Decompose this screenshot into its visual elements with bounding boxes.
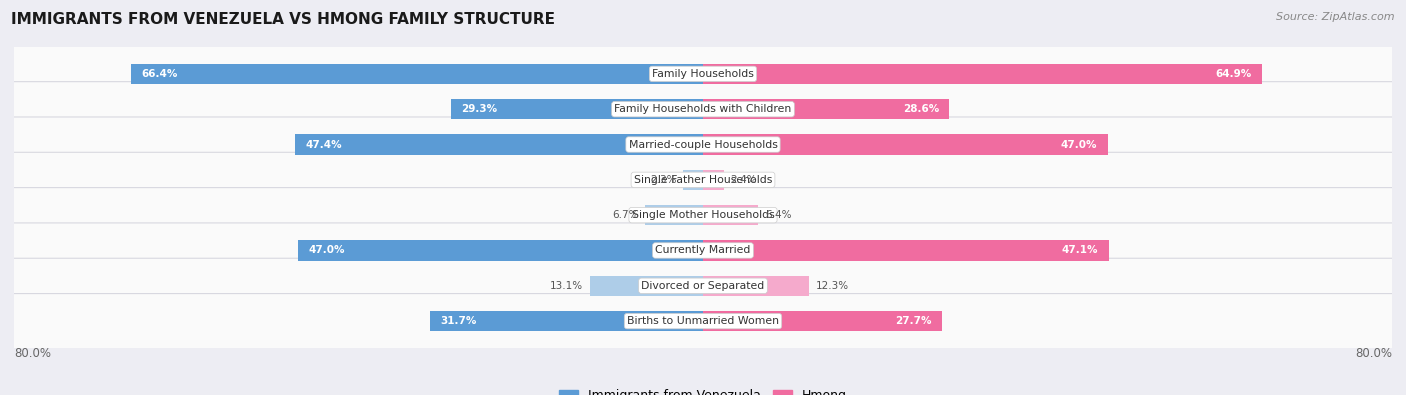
Bar [703,99,949,119]
Bar [298,240,703,261]
Bar [295,134,703,155]
Bar [451,99,703,119]
Text: 6.4%: 6.4% [765,210,792,220]
Text: Family Households: Family Households [652,69,754,79]
Bar [131,64,703,84]
Text: Married-couple Households: Married-couple Households [628,139,778,150]
Bar [703,311,942,331]
Text: Single Mother Households: Single Mother Households [631,210,775,220]
Text: IMMIGRANTS FROM VENEZUELA VS HMONG FAMILY STRUCTURE: IMMIGRANTS FROM VENEZUELA VS HMONG FAMIL… [11,12,555,27]
Text: 2.4%: 2.4% [731,175,756,185]
FancyBboxPatch shape [7,117,1399,172]
Bar [703,64,1263,84]
Text: Family Households with Children: Family Households with Children [614,104,792,114]
Bar [703,169,724,190]
Text: 47.0%: 47.0% [1062,139,1098,150]
Bar [703,240,1108,261]
Text: 31.7%: 31.7% [440,316,477,326]
Text: 2.3%: 2.3% [650,175,676,185]
Text: 80.0%: 80.0% [1355,346,1392,359]
FancyBboxPatch shape [7,293,1399,349]
Text: 12.3%: 12.3% [815,281,849,291]
Bar [430,311,703,331]
Text: 47.0%: 47.0% [308,245,344,256]
Text: 47.4%: 47.4% [305,139,342,150]
Text: 13.1%: 13.1% [550,281,583,291]
Legend: Immigrants from Venezuela, Hmong: Immigrants from Venezuela, Hmong [554,384,852,395]
FancyBboxPatch shape [7,223,1399,278]
Text: Divorced or Separated: Divorced or Separated [641,281,765,291]
Text: 28.6%: 28.6% [903,104,939,114]
Text: Source: ZipAtlas.com: Source: ZipAtlas.com [1277,12,1395,22]
FancyBboxPatch shape [7,258,1399,313]
Text: 80.0%: 80.0% [14,346,51,359]
Bar [703,276,808,296]
Text: 6.7%: 6.7% [612,210,638,220]
Text: Single Father Households: Single Father Households [634,175,772,185]
Bar [703,134,1108,155]
Text: 64.9%: 64.9% [1215,69,1251,79]
Bar [703,205,758,226]
Bar [645,205,703,226]
FancyBboxPatch shape [7,188,1399,243]
Text: 29.3%: 29.3% [461,104,498,114]
FancyBboxPatch shape [7,46,1399,102]
Bar [683,169,703,190]
Text: Currently Married: Currently Married [655,245,751,256]
Text: 27.7%: 27.7% [894,316,931,326]
Text: Births to Unmarried Women: Births to Unmarried Women [627,316,779,326]
Bar [591,276,703,296]
Text: 66.4%: 66.4% [142,69,179,79]
FancyBboxPatch shape [7,82,1399,137]
FancyBboxPatch shape [7,152,1399,207]
Text: 47.1%: 47.1% [1062,245,1098,256]
